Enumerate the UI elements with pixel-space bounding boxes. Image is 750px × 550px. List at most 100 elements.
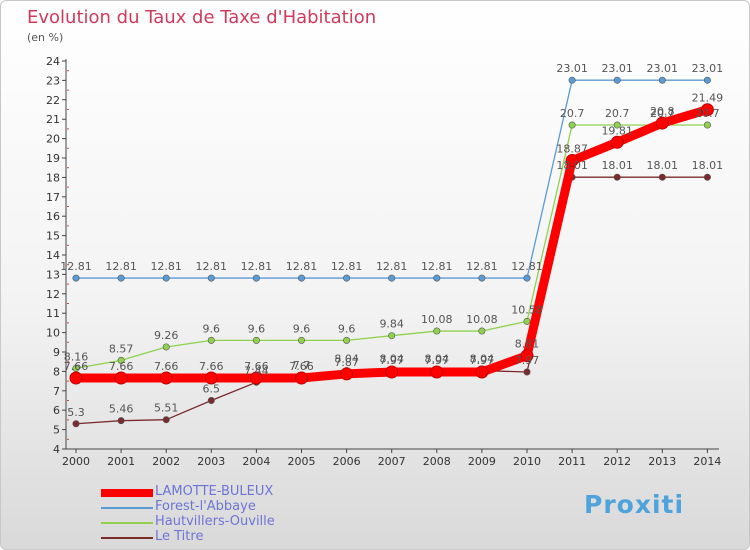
y-tick-label: 17 <box>46 191 60 204</box>
data-point <box>478 274 486 282</box>
legend-item: Forest-l'Abbaye <box>101 499 361 515</box>
data-point <box>433 327 441 335</box>
data-point <box>162 274 170 282</box>
y-tick-label: 6 <box>53 404 60 417</box>
data-label: 20.8 <box>650 105 675 118</box>
data-point <box>388 332 396 340</box>
data-point <box>72 274 80 282</box>
data-point <box>252 274 260 282</box>
data-point <box>162 343 170 351</box>
data-label: 18.01 <box>647 159 679 172</box>
x-tick-label: 2001 <box>107 455 135 468</box>
data-label: 9.6 <box>248 322 266 335</box>
data-label: 10.08 <box>466 313 498 326</box>
data-point <box>343 274 351 282</box>
x-tick-label: 2013 <box>648 455 676 468</box>
x-tick-label: 2014 <box>693 455 721 468</box>
data-label: 8.04 <box>334 353 359 366</box>
y-tick-label: 11 <box>46 307 60 320</box>
y-tick-label: 22 <box>46 94 60 107</box>
y-tick-label: 9 <box>53 346 60 359</box>
data-label: 23.01 <box>556 62 588 75</box>
data-point <box>340 367 354 381</box>
data-label: 7.66 <box>154 360 179 373</box>
data-point <box>114 371 128 385</box>
y-tick-label: 4 <box>53 443 60 456</box>
data-label: 9.26 <box>154 329 179 342</box>
data-label: 12.81 <box>150 260 182 273</box>
data-point <box>159 371 173 385</box>
y-tick-label: 10 <box>46 327 60 340</box>
y-tick-label: 13 <box>46 268 60 281</box>
data-label: 8.04 <box>470 353 495 366</box>
x-tick-label: 2011 <box>558 455 586 468</box>
legend-label: Forest-l'Abbaye <box>155 499 256 514</box>
x-tick-label: 2009 <box>468 455 496 468</box>
y-tick-label: 5 <box>53 424 60 437</box>
data-label: 7.87 <box>334 356 359 369</box>
data-label: 7.66 <box>244 360 269 373</box>
data-point <box>655 116 669 130</box>
data-point <box>523 368 531 376</box>
data-point <box>520 349 534 363</box>
x-tick-label: 2005 <box>288 455 316 468</box>
data-point <box>117 274 125 282</box>
data-label: 7.66 <box>64 360 89 373</box>
data-label: 20.7 <box>695 107 720 120</box>
x-tick-label: 2012 <box>603 455 631 468</box>
data-point <box>523 317 531 325</box>
y-tick-label: 8 <box>53 365 60 378</box>
data-label: 12.81 <box>286 260 318 273</box>
data-point <box>658 173 666 181</box>
series-line <box>75 176 709 425</box>
data-point <box>388 274 396 282</box>
data-point <box>703 121 711 129</box>
data-label: 9.6 <box>203 322 221 335</box>
legend-label: Le Titre <box>155 529 204 544</box>
x-tick-label: 2003 <box>197 455 225 468</box>
data-point <box>568 121 576 129</box>
data-label: 12.81 <box>105 260 137 273</box>
data-point <box>69 371 83 385</box>
y-tick-label: 14 <box>46 249 60 262</box>
x-tick-label: 2010 <box>513 455 541 468</box>
data-label: 9.6 <box>338 322 356 335</box>
y-tick-label: 16 <box>46 210 60 223</box>
data-label: 6.5 <box>203 383 221 396</box>
y-tick-label: 23 <box>46 74 60 87</box>
data-point <box>700 103 714 117</box>
data-label: 7.97 <box>379 354 404 367</box>
data-label: 20.7 <box>560 107 585 120</box>
data-point <box>565 154 579 168</box>
y-tick-label: 20 <box>46 133 60 146</box>
data-label: 23.01 <box>692 62 724 75</box>
data-point <box>703 173 711 181</box>
data-label: 12.81 <box>466 260 498 273</box>
data-point <box>478 327 486 335</box>
unit-label: (en %) <box>27 31 64 44</box>
data-label: 12.81 <box>511 260 543 273</box>
data-label: 5.3 <box>67 406 85 419</box>
data-label: 18.87 <box>556 143 588 156</box>
data-label: 7.66 <box>109 360 134 373</box>
data-label: 21.49 <box>692 92 724 105</box>
data-point <box>703 76 711 84</box>
data-label: 7.44 <box>244 364 269 377</box>
data-point <box>72 364 80 372</box>
data-label: 18.01 <box>692 159 724 172</box>
data-label: 8.04 <box>425 353 450 366</box>
data-label: 23.01 <box>647 62 679 75</box>
data-label: 12.81 <box>376 260 408 273</box>
y-tick-label: 7 <box>53 385 60 398</box>
data-label: 7.66 <box>199 360 224 373</box>
data-label: 23.01 <box>601 62 633 75</box>
data-point <box>343 336 351 344</box>
data-point <box>613 76 621 84</box>
legend-swatch <box>101 537 153 539</box>
data-label: 5.51 <box>154 402 179 415</box>
legend-item: Le Titre <box>101 529 361 545</box>
data-point <box>297 274 305 282</box>
data-point <box>523 274 531 282</box>
data-label: 8.04 <box>379 353 404 366</box>
data-point <box>658 76 666 84</box>
